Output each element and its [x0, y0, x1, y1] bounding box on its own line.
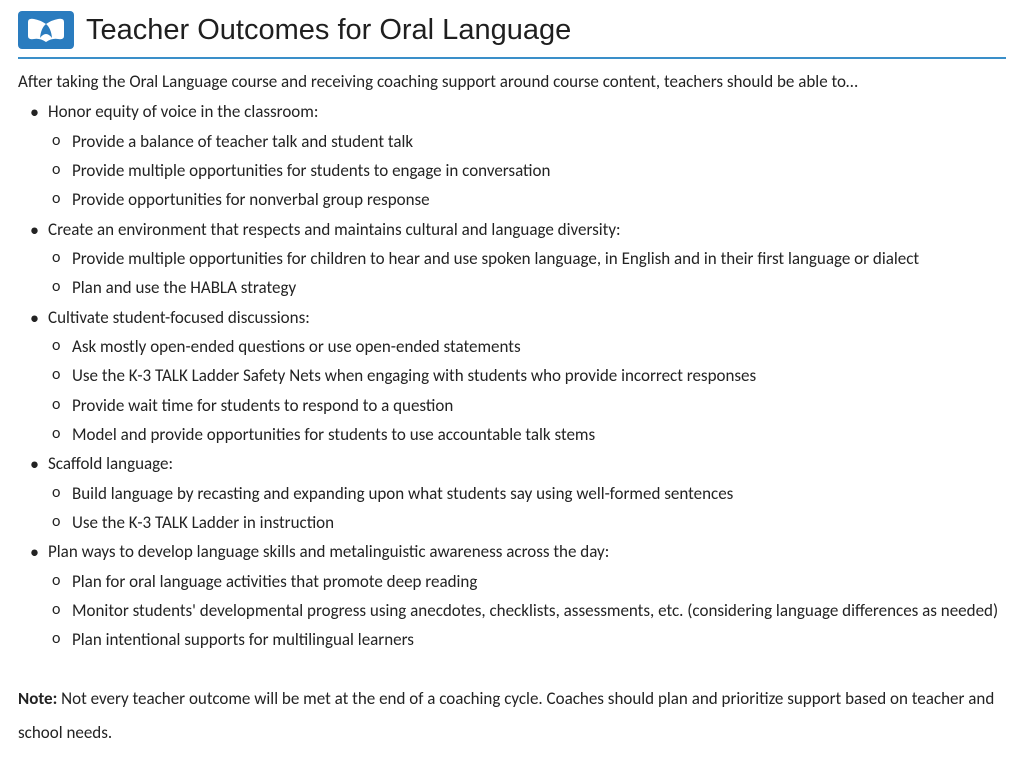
outcome-subitem: Plan intentional supports for multilingu… [50, 627, 1006, 653]
outcome-subitem: Model and provide opportunities for stud… [50, 422, 1006, 448]
outcome-sublist: Provide a balance of teacher talk and st… [50, 129, 1006, 214]
outcome-subitem: Provide wait time for students to respon… [50, 393, 1006, 419]
outcome-item: Scaffold language: Build language by reca… [26, 451, 1006, 536]
intro-text: After taking the Oral Language course an… [18, 69, 1006, 95]
outcome-label: Honor equity of voice in the classroom: [48, 101, 318, 122]
outcome-subitem: Plan and use the HABLA strategy [50, 275, 1006, 301]
outcome-label: Create an environment that respects and … [48, 219, 621, 240]
outcome-item: Cultivate student-focused discussions: As… [26, 305, 1006, 449]
outcome-sublist: Build language by recasting and expandin… [50, 481, 1006, 537]
outcome-subitem: Monitor students' developmental progress… [50, 598, 1006, 624]
outcome-label: Scaffold language: [48, 453, 173, 474]
note-label: Note: [18, 688, 57, 709]
outcome-subitem: Provide a balance of teacher talk and st… [50, 129, 1006, 155]
outcome-label: Cultivate student-focused discussions: [48, 307, 310, 328]
outcome-sublist: Plan for oral language activities that p… [50, 569, 1006, 654]
outcome-subitem: Build language by recasting and expandin… [50, 481, 1006, 507]
outcomes-list: Honor equity of voice in the classroom: P… [26, 99, 1006, 654]
outcome-sublist: Provide multiple opportunities for child… [50, 246, 1006, 302]
outcome-subitem: Provide opportunities for nonverbal grou… [50, 187, 1006, 213]
outcome-item: Plan ways to develop language skills and… [26, 539, 1006, 653]
header: Teacher Outcomes for Oral Language [18, 8, 1006, 59]
note-text: Not every teacher outcome will be met at… [18, 688, 994, 743]
note-paragraph: Note: Not every teacher outcome will be … [18, 682, 1006, 750]
logo-icon [18, 11, 74, 49]
outcome-item: Honor equity of voice in the classroom: P… [26, 99, 1006, 213]
outcome-sublist: Ask mostly open-ended questions or use o… [50, 334, 1006, 448]
outcome-subitem: Use the K-3 TALK Ladder Safety Nets when… [50, 363, 1006, 389]
outcome-label: Plan ways to develop language skills and… [48, 541, 609, 562]
outcome-subitem: Ask mostly open-ended questions or use o… [50, 334, 1006, 360]
page-title: Teacher Outcomes for Oral Language [86, 8, 571, 53]
outcome-subitem: Use the K-3 TALK Ladder in instruction [50, 510, 1006, 536]
outcome-item: Create an environment that respects and … [26, 217, 1006, 302]
outcome-subitem: Plan for oral language activities that p… [50, 569, 1006, 595]
outcome-subitem: Provide multiple opportunities for child… [50, 246, 1006, 272]
outcome-subitem: Provide multiple opportunities for stude… [50, 158, 1006, 184]
